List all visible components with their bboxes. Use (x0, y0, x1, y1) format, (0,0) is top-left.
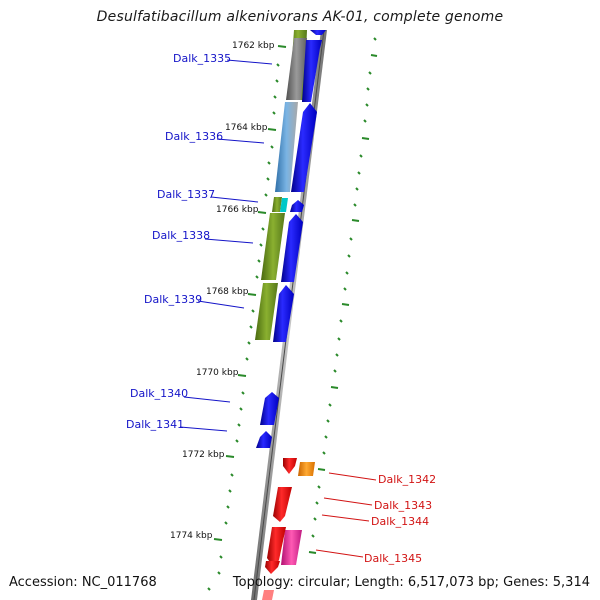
reverse-genes (265, 458, 297, 574)
gene-arrow (265, 561, 280, 574)
scale-labels: 1762 kbp 1764 kbp 1766 kbp 1768 kbp 1770… (170, 41, 275, 541)
gene-labels-reverse: Dalk_1342 Dalk_1343 Dalk_1344 Dalk_1345 (364, 473, 436, 565)
gc-track-left (207, 45, 287, 591)
scale-label: 1768 kbp (206, 287, 249, 297)
gene-arrow (302, 40, 322, 102)
gene-label: Dalk_1336 (165, 130, 223, 143)
gene-arrow (283, 458, 297, 474)
gene-arrow (260, 392, 279, 425)
gene-arrow (291, 103, 317, 192)
scale-label: 1766 kbp (216, 205, 259, 215)
leader-lines-forward (179, 59, 273, 432)
gene-label: Dalk_1337 (157, 188, 215, 201)
gene-arrow (290, 200, 304, 212)
gene-arrow (310, 30, 326, 35)
gene-label: Dalk_1338 (152, 229, 210, 242)
gene-label: Dalk_1343 (374, 499, 432, 512)
scale-label: 1772 kbp (182, 450, 225, 460)
feature-track (255, 30, 315, 600)
forward-genes (256, 30, 326, 448)
scale-label: 1764 kbp (225, 123, 268, 133)
leader-lines-reverse (315, 472, 377, 558)
gene-label: Dalk_1335 (173, 52, 231, 65)
scale-label: 1774 kbp (170, 531, 213, 541)
gene-arrow (273, 487, 292, 522)
scale-label: 1762 kbp (232, 41, 275, 51)
scale-label: 1770 kbp (196, 368, 239, 378)
gene-labels-forward: Dalk_1335 Dalk_1336 Dalk_1337 Dalk_1338 … (126, 52, 231, 431)
gc-track-right (308, 37, 378, 554)
map-title: Desulfatibacillum alkenivorans AK-01, co… (96, 9, 504, 25)
gene-arrow (273, 285, 294, 342)
gene-arrow (267, 527, 286, 568)
gene-label: Dalk_1340 (130, 387, 188, 400)
genome-summary-text: Topology: circular; Length: 6,517,073 bp… (232, 575, 590, 590)
gene-label: Dalk_1342 (378, 473, 436, 486)
gene-arrow (281, 214, 303, 282)
accession-text: Accession: NC_011768 (9, 575, 157, 590)
gene-arrow (256, 431, 272, 448)
gene-label: Dalk_1341 (126, 418, 184, 431)
gene-label: Dalk_1344 (371, 515, 429, 528)
gene-label: Dalk_1339 (144, 293, 202, 306)
gene-label: Dalk_1345 (364, 552, 422, 565)
